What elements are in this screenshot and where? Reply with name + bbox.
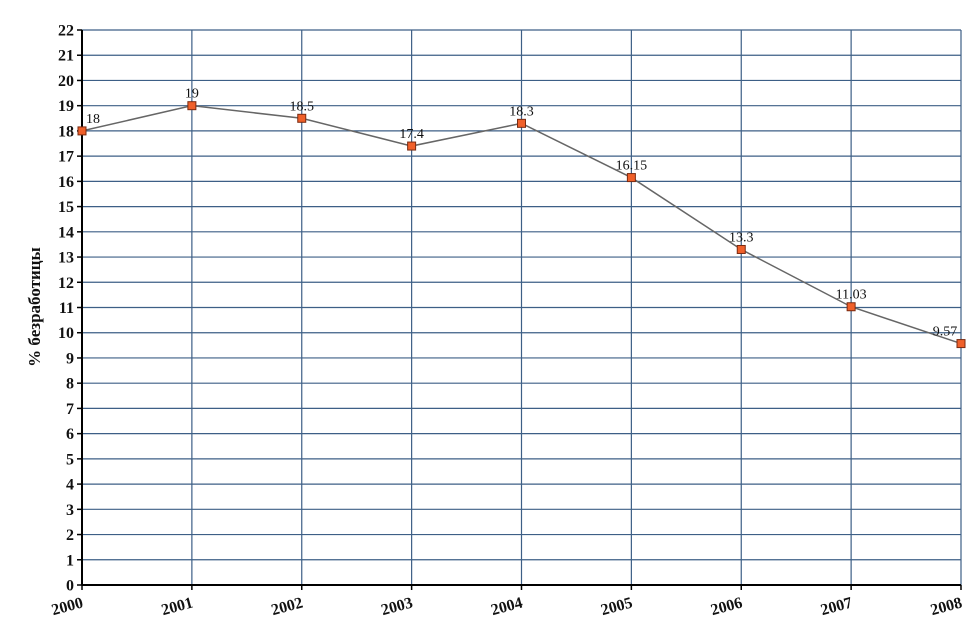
data-label: 18.5: [290, 99, 315, 114]
y-tick-label: 14: [58, 224, 74, 241]
y-axis-label: % безработицы: [25, 247, 44, 367]
data-label: 9.57: [933, 325, 958, 340]
y-tick-label: 18: [58, 123, 74, 140]
data-point: [846, 302, 856, 312]
data-point: [407, 141, 417, 151]
data-labels: 18 19 18.5 17.4 18.3 16.15 13.3 11.03 9.57: [86, 87, 957, 340]
y-tick-label: 1: [66, 552, 74, 569]
y-tick-label: 21: [58, 48, 74, 65]
y-tick-label: 17: [58, 149, 74, 166]
data-point: [77, 126, 87, 136]
x-tick-label: 2008: [929, 594, 964, 619]
data-point: [736, 244, 746, 254]
data-point: [956, 339, 966, 349]
x-tick-label: 2006: [709, 594, 744, 619]
data-label: 18: [86, 112, 100, 127]
gridlines: [82, 29, 962, 585]
data-point: [517, 118, 526, 128]
x-tick-label: 2004: [489, 594, 524, 619]
data-markers: [77, 101, 966, 349]
y-tick-label: 15: [58, 199, 74, 216]
y-tick-label: 10: [58, 325, 74, 342]
y-tick-label: 8: [66, 376, 74, 393]
data-point: [297, 113, 307, 123]
y-tick-label: 2: [66, 527, 74, 544]
y-tick-label: 19: [58, 98, 74, 115]
data-label: 11.03: [836, 288, 867, 303]
data-point: [187, 101, 197, 111]
x-tick-label: 2002: [269, 594, 304, 619]
y-tick-label: 0: [66, 578, 74, 595]
y-tick-label: 16: [58, 174, 74, 191]
y-tick-label: 3: [66, 502, 74, 519]
y-tick-label: 5: [66, 451, 74, 468]
x-tick-labels: 2000 2001 2002 2003 2004 2005 2006 2007 2008: [50, 594, 964, 619]
x-tick-label: 2000: [50, 594, 85, 619]
y-tick-label: 22: [58, 23, 74, 40]
y-tick-label: 12: [58, 275, 74, 292]
y-tick-label: 11: [59, 300, 74, 317]
data-label: 16.15: [616, 159, 648, 174]
data-label: 13.3: [729, 230, 754, 245]
y-tick-label: 7: [66, 401, 74, 418]
x-tick-label: 2001: [160, 594, 195, 619]
y-tick-label: 13: [58, 250, 74, 267]
y-tick-label: 4: [66, 477, 74, 494]
data-point: [626, 173, 636, 183]
y-tick-label: 20: [58, 73, 74, 90]
x-tick-label: 2005: [599, 594, 634, 619]
x-tick-label: 2007: [819, 594, 854, 619]
data-label: 18.3: [509, 104, 534, 119]
data-label: 17.4: [399, 127, 424, 142]
y-tick-label: 9: [66, 350, 74, 367]
axes: [77, 29, 962, 590]
y-tick-label: 6: [66, 426, 74, 443]
x-tick-label: 2003: [379, 594, 414, 619]
data-label: 19: [185, 87, 199, 102]
